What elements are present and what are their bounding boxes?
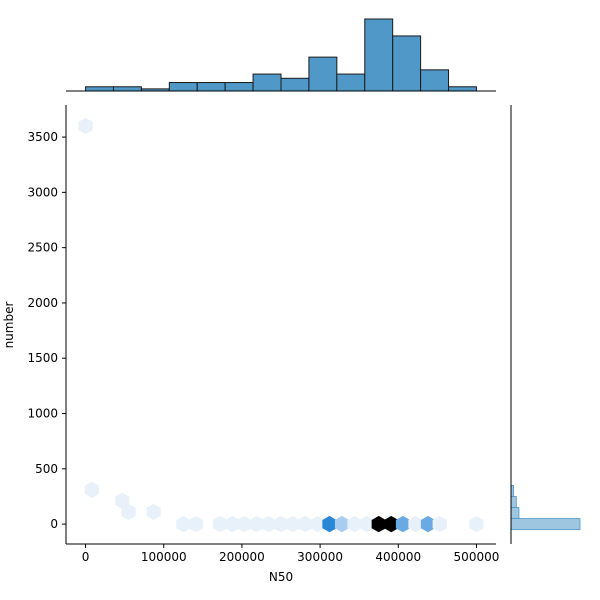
hexbin-cell [188,515,203,533]
hexbin-cell [115,492,130,510]
hexbin-cell [84,481,99,499]
y-axis-ticks: 0 500 1000 1500 2000 2500 3000 3500 [27,130,66,531]
hexbin-cell [322,515,337,533]
x-histogram-bar [224,82,254,92]
y-marginal-histogram [510,105,581,544]
hexbin-cell [469,515,484,533]
x-marginal-histogram [66,18,496,92]
hexbin-cell [273,515,289,533]
hexbin-plot: 0 100000 200000 300000 400000 500000 0 500 1000… [27,105,499,564]
x-tick-label: 0 [82,550,90,564]
hexbin-cell [285,515,300,533]
y-axis-label: number [2,302,16,349]
hexbin-cell [78,117,93,135]
x-tick-label: 400000 [375,550,421,564]
hexbin-cell [261,515,276,533]
x-tick-label: 500000 [454,550,500,564]
x-histogram-bar [112,86,142,92]
x-histogram-bar [448,86,477,92]
x-histogram-bar [196,82,226,92]
hexbin-cell [298,515,313,533]
x-histogram-bar [364,18,394,92]
hexbin-cell [359,515,375,533]
hexbin-cell [212,515,228,533]
y-tick-label: 3500 [27,130,58,144]
y-tick-label: 1500 [27,351,58,365]
hexbin-cell [225,515,240,533]
hexbin-cell [384,515,399,533]
x-tick-label: 100000 [141,550,187,564]
x-axis-ticks: 0 100000 200000 300000 400000 500000 [82,544,500,564]
hexbin-cell [334,515,350,533]
hexbin-cell [146,503,161,521]
y-tick-label: 2500 [27,241,58,255]
x-tick-label: 300000 [297,550,343,564]
y-histogram-bar [510,518,581,531]
x-histogram-bar [85,86,114,92]
main-axes [65,105,496,545]
hexbin-cell [420,515,436,533]
hexbin-cell [121,503,136,521]
hexbin-cell [408,515,423,533]
y-histogram-bar [510,496,517,508]
y-tick-label: 3000 [27,185,58,199]
x-histogram-bar [252,73,282,92]
y-tick-label: 2000 [27,296,58,310]
y-tick-label: 1000 [27,407,58,421]
hexbin-cell [432,515,447,533]
x-histogram-bar [336,73,366,92]
x-histogram-bar [420,69,450,92]
x-axis-label: N50 [269,570,293,584]
hexbin-cell [176,515,191,533]
hexbin-cell [249,515,264,533]
hexbin-cell [347,515,362,533]
hexbin-cells [78,117,484,533]
x-tick-label: 200000 [219,550,265,564]
x-histogram-bar [392,35,422,92]
x-histogram-bar [280,77,310,92]
hexbin-cell [310,515,325,533]
hexbin-cell [395,515,411,533]
x-histogram-bar [308,56,338,92]
y-histogram-bar [510,507,520,519]
y-tick-label: 0 [50,517,58,531]
hexbin-cell [237,515,252,533]
hexbin-cell [371,515,386,533]
x-histogram-bar [168,82,198,92]
y-tick-label: 500 [35,462,58,476]
